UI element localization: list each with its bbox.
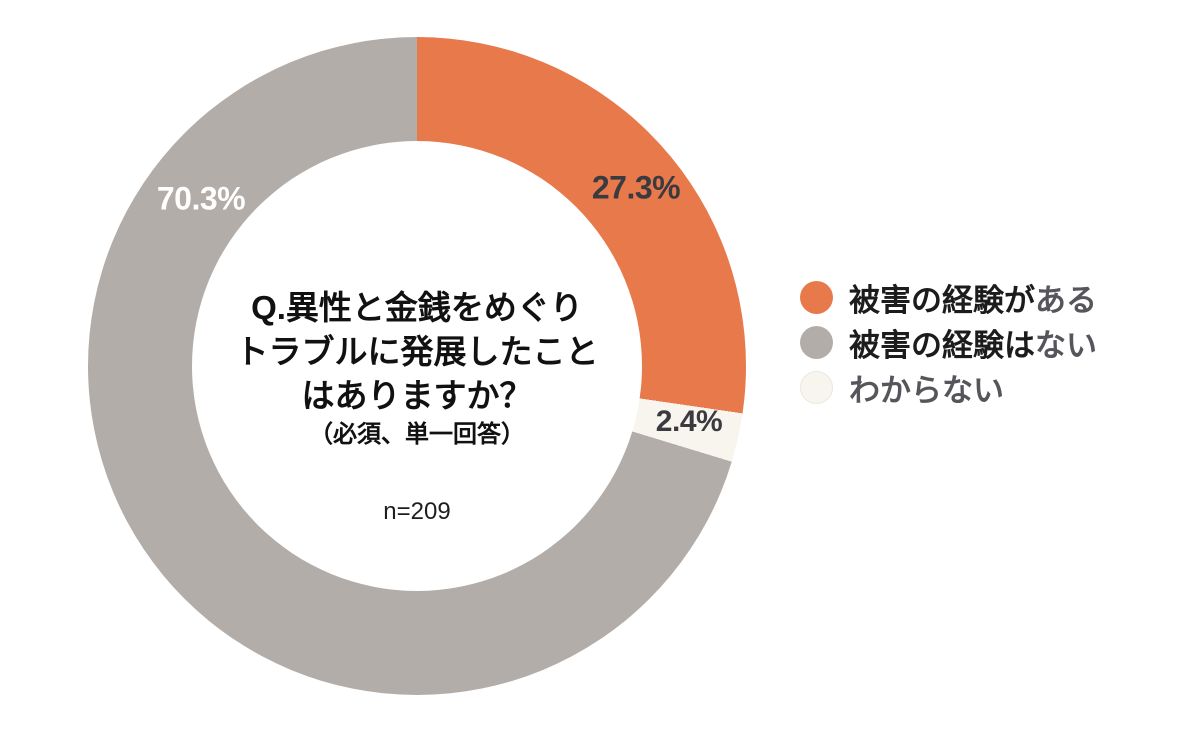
- question-line-3: はありますか？: [301, 377, 533, 414]
- legend-item-dont-know: わからない: [800, 365, 1097, 410]
- legend-swatch-gray-circle-icon: [800, 326, 833, 359]
- legend-swatch-cream-circle-icon: [800, 371, 833, 404]
- legend-swatch-orange-circle-icon: [800, 281, 833, 314]
- pct-label-dont-know: 2.4%: [655, 405, 723, 438]
- pct-label-experienced: 27.3%: [591, 169, 681, 206]
- chart-center-text: Q.異性と金銭をめぐり トラブルに発展したこと はありますか？ （必須、単一回答…: [192, 286, 642, 527]
- question-line-1: Q.異性と金銭をめぐり: [251, 289, 583, 326]
- legend-label-dont-know: わからない: [849, 373, 1004, 408]
- legend-label-not-experienced: 被害の経験はない: [849, 328, 1097, 363]
- sample-size: n=209: [383, 498, 451, 525]
- pct-label-not-experienced: 70.3%: [156, 180, 246, 217]
- legend-item-not-experienced: 被害の経験はない: [800, 320, 1097, 365]
- question-line-2: トラブルに発展したこと: [235, 333, 599, 370]
- donut-chart: 27.3% 2.4% 70.3%: [88, 37, 746, 695]
- legend-label-experienced: 被害の経験がある: [849, 283, 1097, 318]
- donut-hole: [192, 141, 642, 591]
- question-note: （必須、単一回答）: [309, 421, 525, 448]
- legend: 被害の経験がある 被害の経験はない わからない: [800, 275, 1097, 410]
- legend-item-experienced: 被害の経験がある: [800, 275, 1097, 320]
